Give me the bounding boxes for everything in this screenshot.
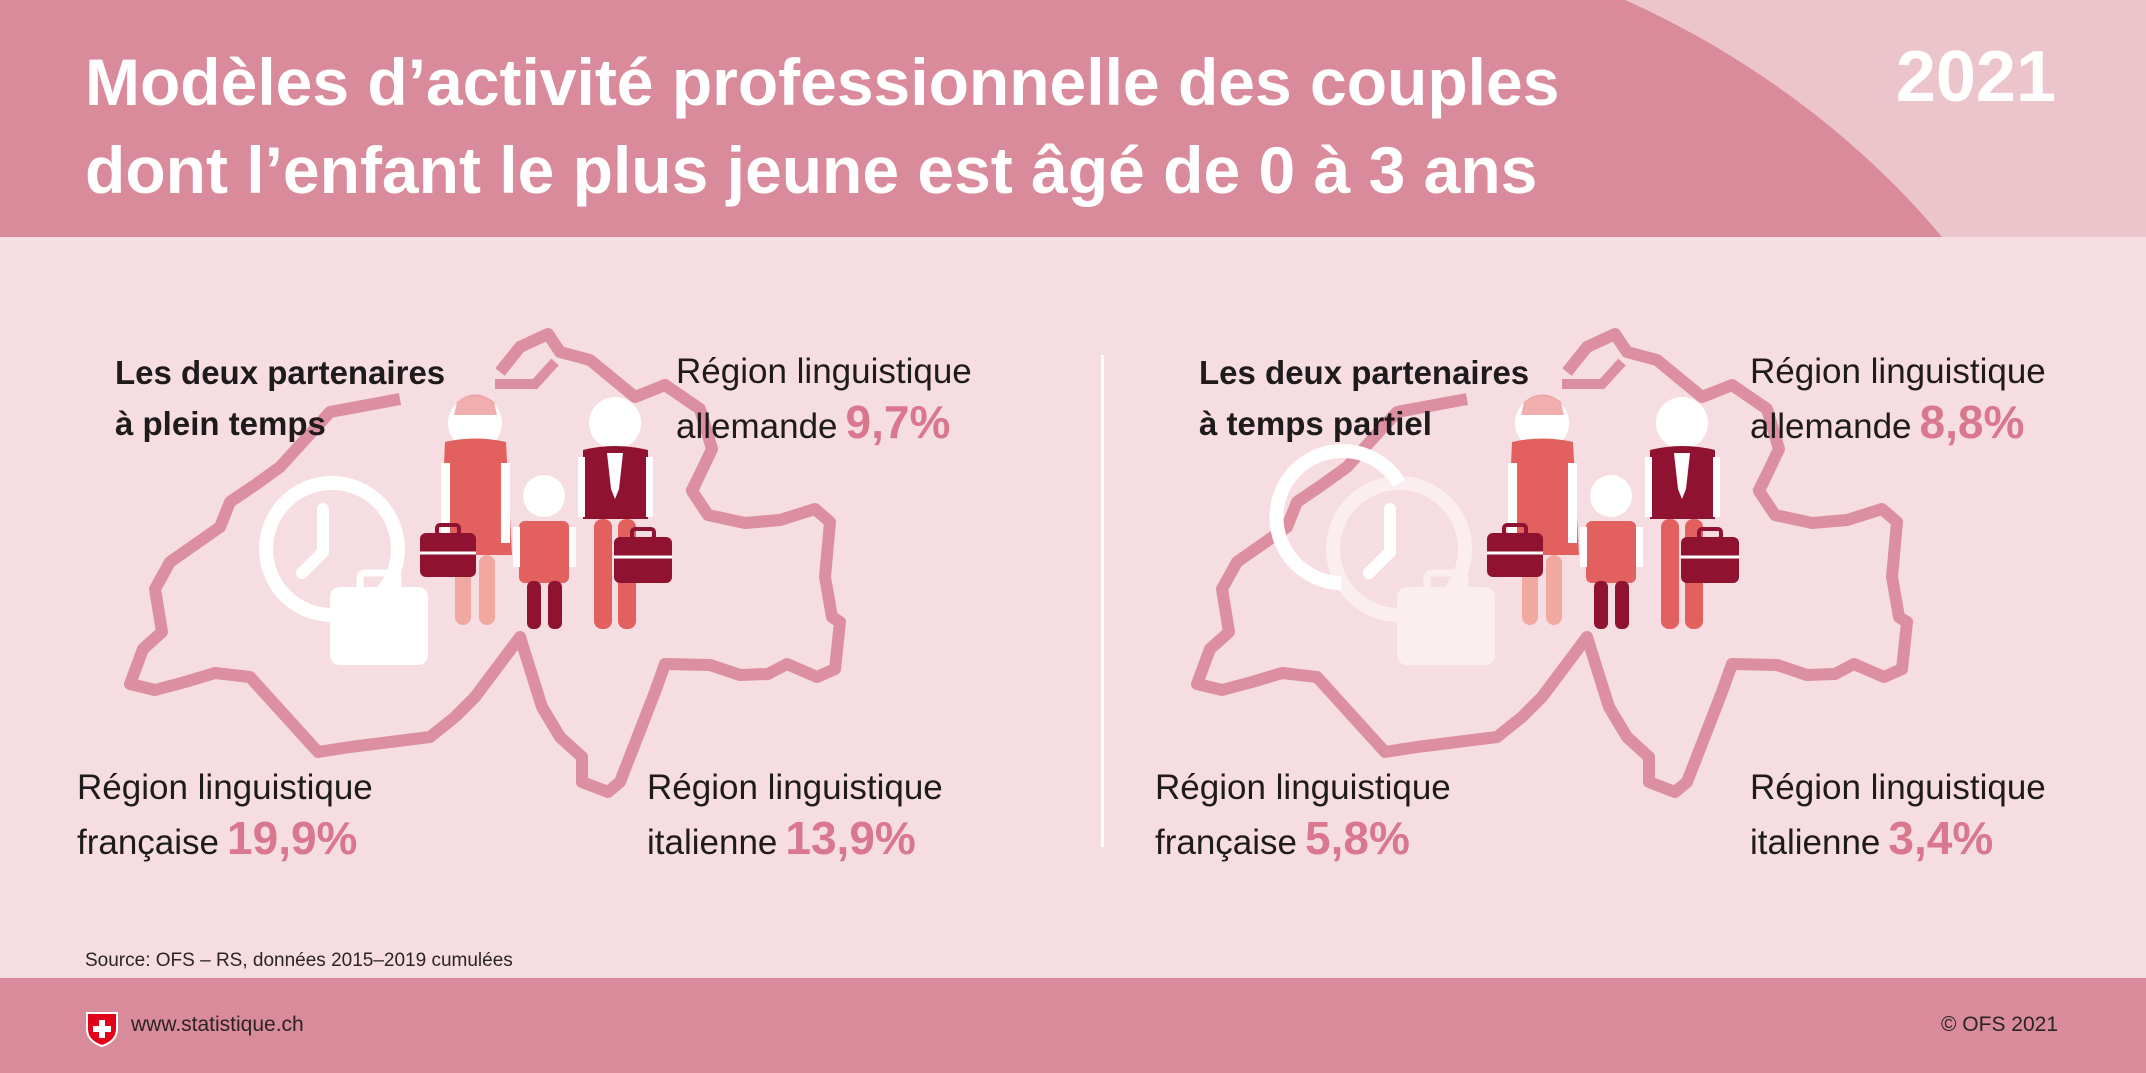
region-language: italienne	[647, 823, 778, 862]
title-line-1: Modèles d’activité professionnelle des c…	[85, 45, 1560, 119]
panel-illustration	[1191, 328, 1913, 798]
footer: www.statistique.ch © OFS 2021	[0, 978, 2146, 1073]
panel-part-time: Les deux partenaires à temps partiel Rég…	[1073, 237, 2146, 977]
panel-illustration	[124, 328, 846, 798]
briefcase-icon	[330, 569, 428, 665]
map-notch	[495, 358, 559, 389]
map-notch	[1562, 358, 1626, 389]
panel-divider	[1101, 355, 1104, 847]
category-line-1: Les deux partenaires	[115, 354, 446, 391]
father-figure-icon	[578, 397, 672, 629]
region-name-line: Région linguistique	[676, 352, 972, 391]
region-italienne-value: 13,9%	[785, 812, 916, 864]
region-language: française	[77, 823, 220, 862]
region-language: française	[1155, 823, 1298, 862]
region-language: italienne	[1750, 823, 1881, 862]
header-decoration	[1625, 0, 2146, 237]
page-title: Modèles d’activité professionnelle des c…	[85, 38, 1559, 214]
region-name-line: Région linguistique	[1750, 768, 2046, 807]
category-line-2: à plein temps	[115, 405, 326, 442]
region-francaise-label: Région linguistique française 19,9%	[77, 763, 373, 868]
header-banner: Modèles d’activité professionnelle des c…	[0, 0, 2146, 237]
category-label: Les deux partenaires à plein temps	[115, 347, 445, 449]
region-allemande-label: Région linguistique allemande 8,8%	[1750, 347, 2046, 452]
region-allemande-value: 9,7%	[845, 396, 951, 448]
category-label: Les deux partenaires à temps partiel	[1199, 347, 1529, 449]
region-name-line: Région linguistique	[647, 768, 943, 807]
region-italienne-label: Région linguistique italienne 13,9%	[647, 763, 943, 868]
region-italienne-label: Région linguistique italienne 3,4%	[1750, 763, 2046, 868]
region-francaise-value: 19,9%	[227, 812, 358, 864]
swiss-shield-icon	[86, 1012, 118, 1047]
region-name-line: Région linguistique	[1750, 352, 2046, 391]
category-line-2: à temps partiel	[1199, 405, 1432, 442]
region-allemande-label: Région linguistique allemande 9,7%	[676, 347, 972, 452]
panel-full-time: Les deux partenaires à plein temps Régio…	[0, 237, 1073, 977]
region-francaise-value: 5,8%	[1305, 812, 1410, 864]
infographic-main: Les deux partenaires à plein temps Régio…	[0, 237, 2146, 977]
year-badge: 2021	[1895, 37, 2056, 117]
map-inner-lake	[1752, 449, 1782, 495]
source-note: Source: OFS – RS, données 2015–2019 cumu…	[85, 950, 513, 971]
region-language: allemande	[1750, 407, 1912, 446]
copyright-notice: © OFS 2021	[1940, 1013, 2058, 1036]
region-language: allemande	[676, 407, 838, 446]
child-figure-icon	[513, 475, 576, 629]
title-line-2: dont l’enfant le plus jeune est âgé de 0…	[85, 133, 1538, 207]
region-allemande-value: 8,8%	[1919, 396, 2025, 448]
region-name-line: Région linguistique	[1155, 768, 1451, 807]
region-italienne-value: 3,4%	[1888, 812, 1994, 864]
mother-figure-icon	[420, 394, 512, 625]
region-francaise-label: Région linguistique française 5,8%	[1155, 763, 1451, 868]
category-line-1: Les deux partenaires	[1199, 354, 1530, 391]
region-name-line: Région linguistique	[77, 768, 373, 807]
briefcase-icon	[1397, 569, 1495, 665]
mother-figure-icon	[1487, 394, 1579, 625]
map-inner-lake	[685, 449, 715, 495]
child-figure-icon	[1580, 475, 1643, 629]
father-figure-icon	[1645, 397, 1739, 629]
website-link[interactable]: www.statistique.ch	[131, 1013, 304, 1036]
